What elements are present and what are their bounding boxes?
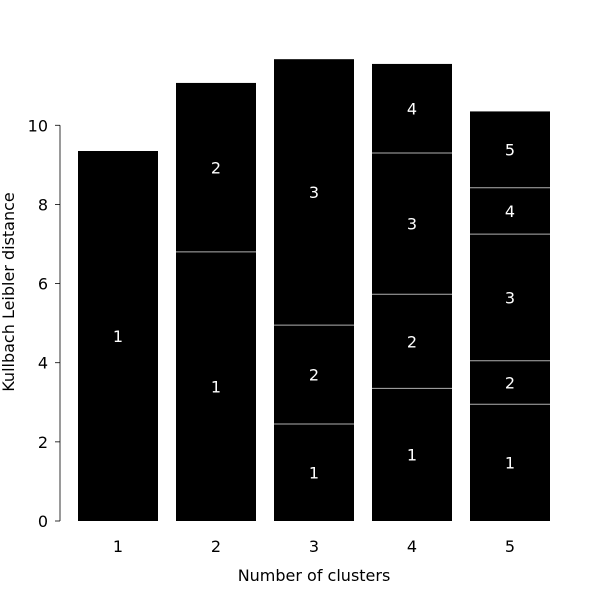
segment-label: 1	[113, 327, 123, 346]
bar-segment	[372, 152, 452, 295]
x-tick-label: 3	[309, 537, 319, 556]
segment-label: 4	[505, 202, 515, 221]
y-tick-label: 10	[28, 116, 48, 135]
y-axis-label: Kullbach Leibler distance	[0, 192, 18, 392]
y-tick-label: 8	[38, 195, 48, 214]
bar-segment	[372, 63, 452, 153]
segment-label: 2	[309, 366, 319, 385]
segment-label: 3	[505, 288, 515, 307]
y-tick-label: 0	[38, 512, 48, 531]
bar-segment	[470, 360, 550, 405]
bar-segment	[176, 82, 256, 252]
x-tick-label: 5	[505, 537, 515, 556]
segment-label: 3	[407, 215, 417, 234]
y-tick-label: 2	[38, 433, 48, 452]
segment-label: 1	[407, 446, 417, 465]
segment-label: 1	[505, 454, 515, 473]
segment-label: 1	[309, 464, 319, 483]
segment-label: 2	[211, 158, 221, 177]
bars-group: 1 1 2 1 2 3 1 2 3 4 1 2 3 4 5	[78, 59, 550, 521]
bar-segment	[470, 187, 550, 235]
y-axis: 0 2 4 6 8 10	[28, 116, 61, 531]
bar-segment	[372, 294, 452, 389]
bar-segment	[176, 251, 256, 521]
segment-label: 2	[407, 332, 417, 351]
bar-segment	[470, 234, 550, 361]
bar-segment	[274, 325, 354, 425]
segment-label: 3	[309, 183, 319, 202]
segment-label: 5	[505, 141, 515, 160]
segment-label: 4	[407, 99, 417, 118]
bar-segment	[78, 150, 158, 521]
bar-segment	[470, 404, 550, 521]
bar-segment	[470, 111, 550, 188]
y-tick-label: 6	[38, 275, 48, 294]
x-axis-label: Number of clusters	[238, 566, 391, 585]
x-tick-label: 2	[211, 537, 221, 556]
x-tick-label: 4	[407, 537, 417, 556]
bar-segment	[274, 59, 354, 326]
bar-segment	[372, 388, 452, 521]
x-axis: 1 2 3 4 5	[113, 537, 515, 556]
segment-label: 1	[211, 377, 221, 396]
y-tick-label: 4	[38, 354, 48, 373]
segment-label: 2	[505, 373, 515, 392]
x-tick-label: 1	[113, 537, 123, 556]
bar-segment	[274, 424, 354, 521]
